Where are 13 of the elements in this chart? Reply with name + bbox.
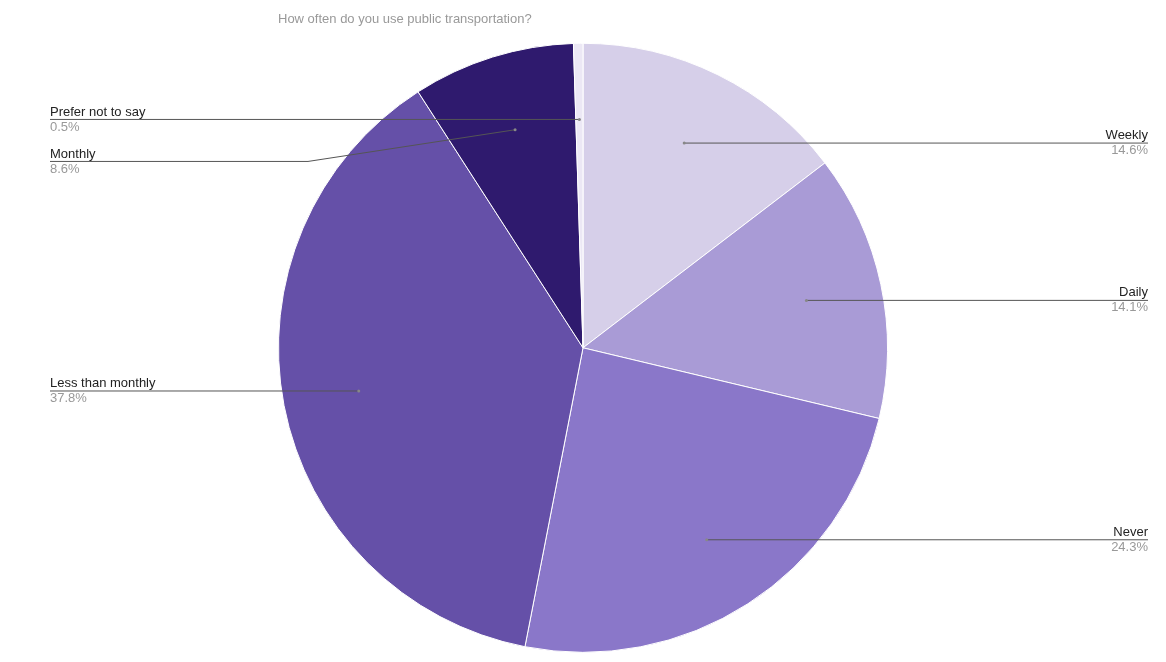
data-label: 0.5% bbox=[50, 118, 81, 134]
data-label: 14.1% bbox=[1111, 299, 1149, 315]
slice-label: Less than monthly bbox=[50, 375, 156, 391]
data-label: 24.3% bbox=[1111, 538, 1149, 554]
slice-label: Daily bbox=[1119, 284, 1149, 300]
slice-label: Never bbox=[1113, 523, 1149, 539]
slice-label: Monthly bbox=[50, 145, 97, 161]
slice-label: Weekly bbox=[1105, 127, 1149, 143]
slice-label: Prefer not to say bbox=[50, 103, 146, 119]
data-label: 8.6% bbox=[50, 160, 81, 176]
chart-title: How often do you use public transportation? bbox=[278, 11, 532, 27]
data-label: 14.6% bbox=[1111, 142, 1149, 158]
data-label: 37.8% bbox=[50, 390, 88, 406]
